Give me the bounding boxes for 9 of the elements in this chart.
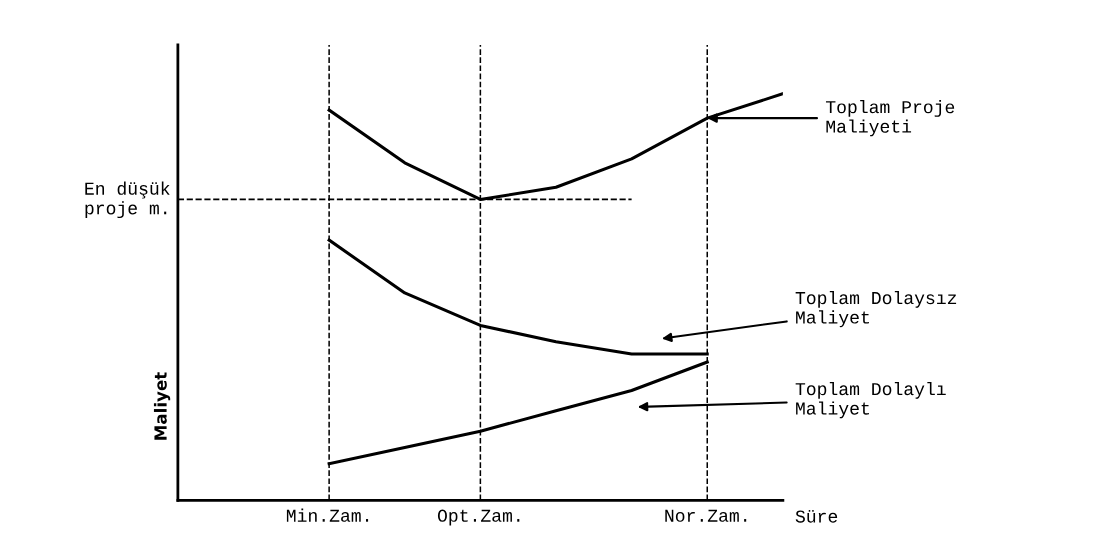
annotation: Toplam Proje Maliyeti — [825, 100, 955, 137]
x-axis-title: Süre — [795, 510, 838, 523]
x-tick-label: Min.Zam. — [286, 508, 369, 522]
text: En düşük proje m. — [85, 181, 170, 219]
x-tick-label: Nor.Zam. — [665, 509, 747, 522]
text: Toplam Dolaysız Maliyet — [795, 290, 957, 328]
y-axis-title: Maliyet — [153, 372, 171, 440]
x-tick-label: Opt.Zam. — [437, 509, 520, 526]
text: Toplam Dolaylı Maliyet — [795, 381, 946, 419]
